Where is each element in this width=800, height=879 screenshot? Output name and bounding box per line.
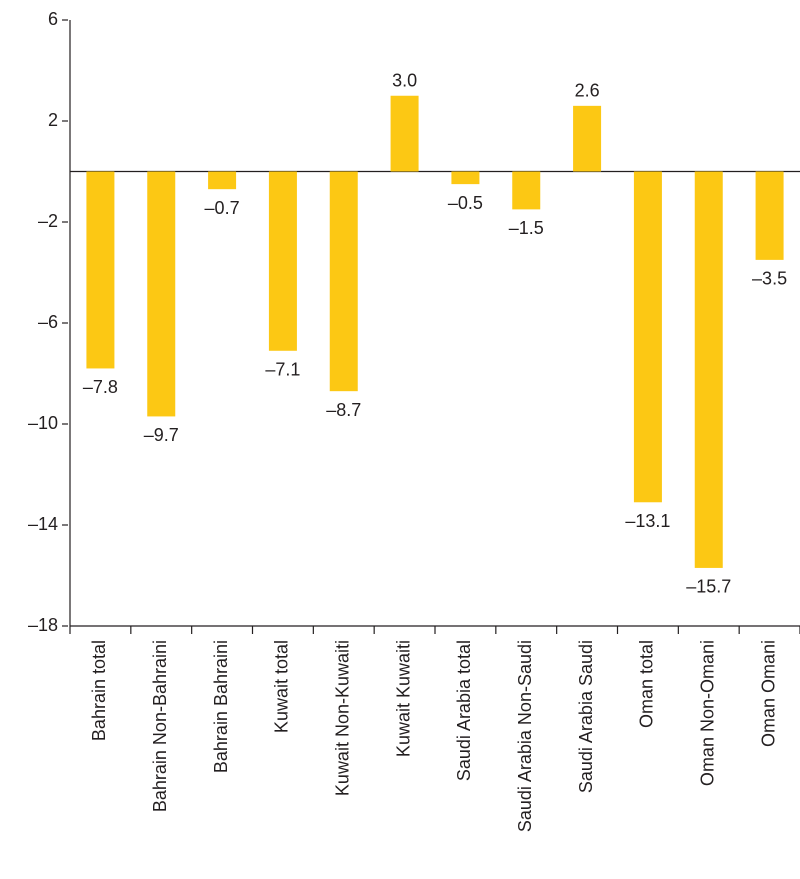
y-tick-label: 2 <box>48 110 58 130</box>
bar <box>147 171 176 417</box>
y-tick-label: –6 <box>38 312 58 332</box>
x-tick-label: Bahrain Non-Bahraini <box>150 640 170 812</box>
bar <box>755 171 784 260</box>
bar <box>573 105 602 172</box>
x-tick-label: Bahrain total <box>89 640 109 741</box>
x-tick-label: Kuwait Kuwaiti <box>393 640 413 757</box>
bar <box>512 171 541 210</box>
x-tick-label: Kuwait Non-Kuwaiti <box>333 640 353 796</box>
x-tick-label: Saudi Arabia Non-Saudi <box>515 640 535 832</box>
x-tick-label: Oman Omani <box>758 640 778 747</box>
x-tick-label: Oman total <box>637 640 657 728</box>
x-tick-label: Saudi Arabia total <box>454 640 474 781</box>
bar <box>451 171 480 185</box>
value-label: 2.6 <box>575 81 600 101</box>
y-tick-label: –2 <box>38 211 58 231</box>
value-label: –13.1 <box>625 511 670 531</box>
x-tick-label: Saudi Arabia Saudi <box>576 640 596 793</box>
value-label: –1.5 <box>509 218 544 238</box>
y-tick-label: –18 <box>28 615 58 635</box>
y-tick-label: 6 <box>48 9 58 29</box>
bar <box>694 171 723 568</box>
value-label: –8.7 <box>326 400 361 420</box>
value-label: –7.8 <box>83 377 118 397</box>
bar <box>633 171 662 503</box>
value-label: –3.5 <box>752 269 787 289</box>
y-tick-label: –14 <box>28 514 58 534</box>
bar <box>86 171 115 369</box>
bar <box>268 171 297 351</box>
bar <box>390 95 419 172</box>
bar <box>329 171 358 392</box>
value-label: –0.5 <box>448 193 483 213</box>
value-label: –7.1 <box>265 360 300 380</box>
bar <box>208 171 237 190</box>
value-label: –0.7 <box>205 198 240 218</box>
value-label: –9.7 <box>144 425 179 445</box>
x-tick-label: Kuwait total <box>272 640 292 733</box>
value-label: –15.7 <box>686 577 731 597</box>
x-tick-label: Bahrain Bahraini <box>211 640 231 773</box>
x-tick-label: Oman Non-Omani <box>698 640 718 786</box>
value-label: 3.0 <box>392 71 417 91</box>
y-tick-label: –10 <box>28 413 58 433</box>
